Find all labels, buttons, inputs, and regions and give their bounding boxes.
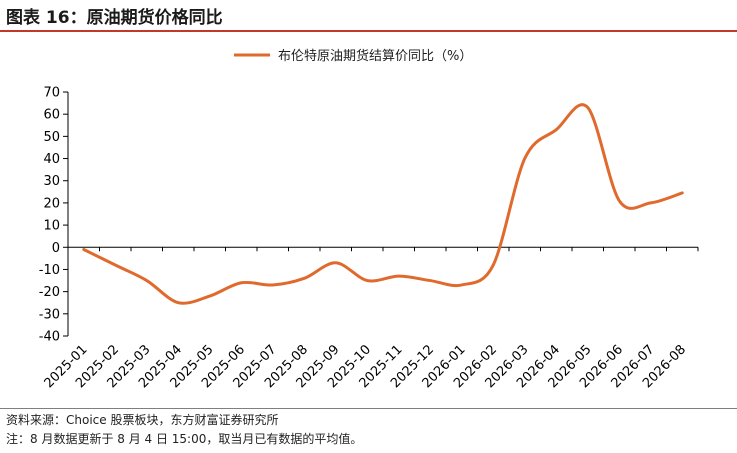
- figure-title: 图表 16：原油期货价格同比: [6, 8, 223, 28]
- y-tick-label: 20: [43, 196, 60, 211]
- y-tick-label: 60: [43, 108, 60, 123]
- y-tick-label: -30: [39, 307, 60, 322]
- y-tick-label: 70: [43, 86, 60, 101]
- y-tick-label: 40: [43, 152, 60, 167]
- title-divider: [0, 30, 737, 32]
- y-tick-label: 10: [43, 219, 60, 234]
- series-line: [82, 103, 684, 305]
- y-tick-label: 30: [43, 174, 60, 189]
- y-tick-label: 0: [52, 241, 60, 256]
- series-layer: [82, 103, 684, 305]
- legend-label: 布伦特原油期货结算价同比（%）: [278, 48, 472, 64]
- source-note: 资料来源：Choice 股票板块，东方财富证券研究所: [6, 413, 279, 427]
- y-tick-label: 50: [43, 130, 60, 145]
- y-tick-label: -20: [39, 285, 60, 300]
- footer-divider: [0, 408, 737, 409]
- y-tick-label: -40: [39, 330, 60, 345]
- line-chart: 布伦特原油期货结算价同比（%） -40 -30 -20 -10 0 10 20 30 40 50 6…: [39, 48, 699, 391]
- y-axis: -40 -30 -20 -10 0 10 20 30 40 50 60 70: [39, 86, 69, 345]
- footnote: 注：8 月数据更新于 8 月 4 日 15:00，取当月已有数据的平均值。: [6, 432, 363, 446]
- legend: 布伦特原油期货结算价同比（%）: [234, 48, 472, 64]
- y-tick-label: -10: [39, 263, 60, 278]
- x-axis: 2025-012025-022025-032025-042025-052025-…: [42, 246, 699, 391]
